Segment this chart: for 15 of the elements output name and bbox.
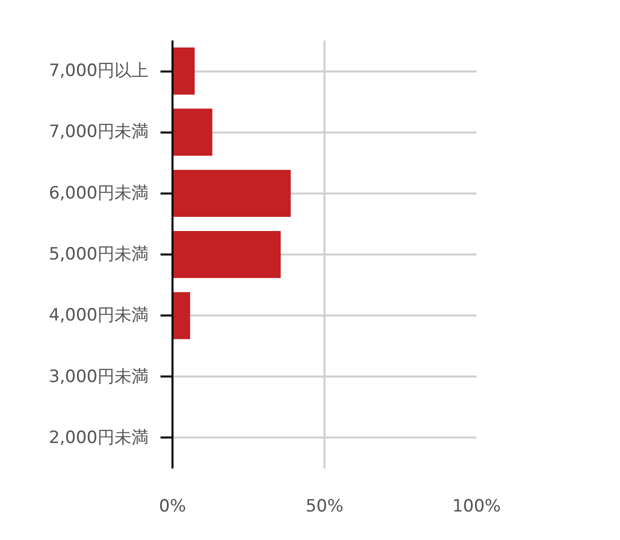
x-tick-label: 100% bbox=[452, 496, 501, 516]
bar bbox=[172, 292, 190, 340]
bar bbox=[172, 108, 212, 156]
y-tick-label: 5,000円未満 bbox=[48, 244, 149, 264]
x-tick-label: 0% bbox=[159, 496, 186, 516]
y-tick-label: 7,000円未満 bbox=[48, 122, 149, 142]
x-tick-label: 50% bbox=[306, 496, 344, 516]
y-tick-label: 6,000円未満 bbox=[48, 183, 149, 204]
y-tick-label: 7,000円以上 bbox=[48, 61, 149, 82]
y-tick-label: 4,000円未満 bbox=[48, 306, 149, 326]
y-tick-label: 2,000円未満 bbox=[48, 428, 149, 448]
bar bbox=[172, 230, 281, 278]
bar bbox=[172, 170, 291, 217]
y-tick-label: 3,000円未満 bbox=[48, 366, 149, 387]
bar bbox=[172, 48, 195, 95]
